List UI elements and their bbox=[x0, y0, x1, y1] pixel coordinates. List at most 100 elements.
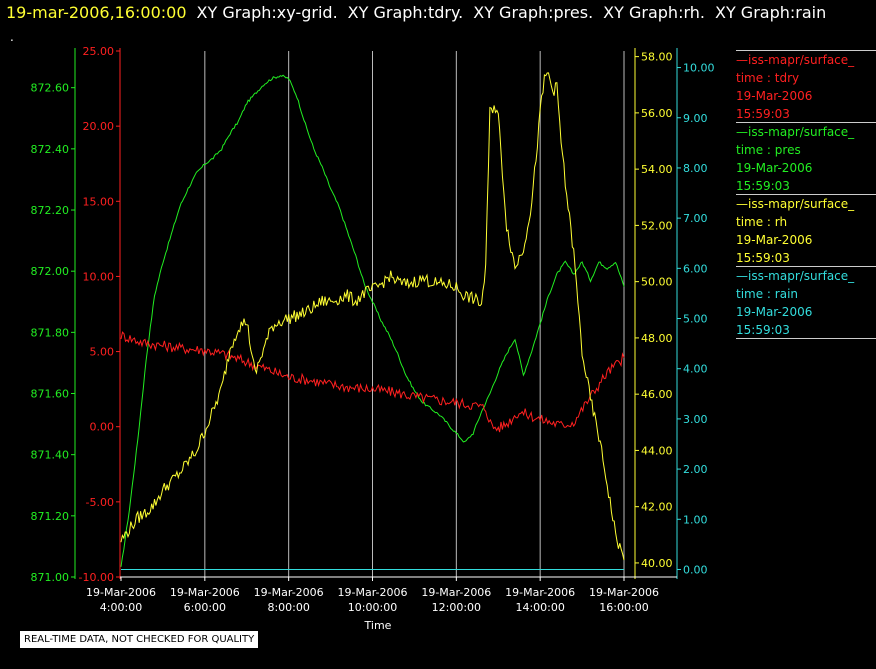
rain-tick-label: 1.00 bbox=[683, 513, 708, 526]
legend-var: time : pres bbox=[736, 143, 801, 157]
rh-tick-label: 56.00 bbox=[641, 107, 673, 120]
x-tick-label-time: 6:00:00 bbox=[184, 601, 226, 614]
rh-tick-label: 50.00 bbox=[641, 276, 673, 289]
legend-date: 19-Mar-2006 bbox=[736, 89, 813, 103]
tdry-tick-label: 10.00 bbox=[83, 270, 115, 283]
x-tick-label-date: 19-Mar-2006 bbox=[338, 586, 408, 599]
legend-end-separator bbox=[736, 338, 876, 339]
rain-tick-label: 9.00 bbox=[683, 112, 708, 125]
rain-tick-label: 5.00 bbox=[683, 313, 708, 326]
rain-tick-label: 8.00 bbox=[683, 162, 708, 175]
x-tick-label-time: 14:00:00 bbox=[515, 601, 564, 614]
legend-time: 15:59:03 bbox=[736, 107, 790, 121]
pres-tick-label: 872.00 bbox=[31, 265, 70, 278]
graph-title-xy-grid: XY Graph:xy-grid. bbox=[196, 3, 338, 22]
x-tick-label-date: 19-Mar-2006 bbox=[421, 586, 491, 599]
legend-entry: —iss-mapr/surface_time : rain 19-Mar-2006… bbox=[736, 266, 876, 339]
legend-var: time : rh bbox=[736, 215, 788, 229]
rh-tick-label: 52.00 bbox=[641, 219, 673, 232]
tdry-tick-label: -5.00 bbox=[86, 496, 114, 509]
tdry-tick-label: 25.00 bbox=[83, 45, 115, 58]
legend-name: —iss-mapr/surface_ bbox=[736, 269, 855, 283]
graph-title-rh: XY Graph:rh. bbox=[603, 3, 705, 22]
x-tick-label-time: 4:00:00 bbox=[100, 601, 142, 614]
x-tick-label-time: 8:00:00 bbox=[267, 601, 309, 614]
tdry-tick-label: 15.00 bbox=[83, 195, 115, 208]
pres-tick-label: 871.60 bbox=[31, 388, 70, 401]
pres-tick-label: 872.60 bbox=[31, 82, 70, 95]
pres-tick-label: 871.40 bbox=[31, 449, 70, 462]
x-axis-label: Time bbox=[364, 619, 392, 632]
x-tick-label-date: 19-Mar-2006 bbox=[505, 586, 575, 599]
tdry-tick-label: 0.00 bbox=[90, 421, 115, 434]
legend-separator bbox=[736, 266, 876, 267]
pres-tick-label: 871.00 bbox=[31, 571, 70, 584]
rh-tick-label: 40.00 bbox=[641, 557, 673, 570]
rh-tick-label: 42.00 bbox=[641, 501, 673, 514]
legend-separator bbox=[736, 50, 876, 51]
legend-date: 19-Mar-2006 bbox=[736, 161, 813, 175]
rain-tick-label: 10.00 bbox=[683, 62, 715, 75]
series-lines bbox=[120, 72, 625, 570]
tdry-tick-label: 5.00 bbox=[90, 346, 115, 359]
series-line-rh bbox=[120, 72, 625, 561]
quality-notice: REAL-TIME DATA, NOT CHECKED FOR QUALITY bbox=[20, 631, 259, 648]
series-line-tdry bbox=[120, 331, 625, 433]
tdry-tick-label: -10.00 bbox=[79, 571, 114, 584]
rh-tick-label: 54.00 bbox=[641, 163, 673, 176]
rain-tick-label: 4.00 bbox=[683, 363, 708, 376]
x-tick-label-date: 19-Mar-2006 bbox=[589, 586, 659, 599]
grid-lines bbox=[204, 51, 625, 577]
legend-date: 19-Mar-2006 bbox=[736, 305, 813, 319]
rh-tick-label: 44.00 bbox=[641, 444, 673, 457]
rh-tick-label: 48.00 bbox=[641, 332, 673, 345]
timestamp-label: 19-mar-2006,16:00:00 bbox=[6, 3, 187, 22]
series-line-pres bbox=[120, 74, 625, 567]
rh-tick-label: 46.00 bbox=[641, 388, 673, 401]
rain-axis: 0.00 1.00 2.00 3.00 4.00 5.00 6.00 7.00 8.00 9.00… bbox=[676, 48, 715, 579]
legend-name: —iss-mapr/surface_ bbox=[736, 53, 855, 67]
rain-tick-label: 3.00 bbox=[683, 413, 708, 426]
pres-axis: 871.00 871.20 871.40 871.60 871.80 872.00 872.… bbox=[31, 48, 76, 584]
graph-title-rain: XY Graph:rain bbox=[714, 3, 827, 22]
legend-time: 15:59:03 bbox=[736, 251, 790, 265]
rh-tick-label: 58.00 bbox=[641, 51, 673, 64]
legend-name: —iss-mapr/surface_ bbox=[736, 125, 855, 139]
legend-separator bbox=[736, 194, 876, 195]
x-axis: 19-Mar-2006 4:00:00 19-Mar-2006 6:00:00 19-M… bbox=[86, 577, 659, 614]
legend-var: time : rain bbox=[736, 287, 799, 301]
graph-title-pres: XY Graph:pres. bbox=[473, 3, 594, 22]
legend-date: 19-Mar-2006 bbox=[736, 233, 813, 247]
legend-name: —iss-mapr/surface_ bbox=[736, 197, 855, 211]
legend-var: time : tdry bbox=[736, 71, 800, 85]
pres-tick-label: 871.80 bbox=[31, 326, 70, 339]
tdry-tick-label: 20.00 bbox=[83, 120, 115, 133]
rain-tick-label: 7.00 bbox=[683, 212, 708, 225]
legend-entry: —iss-mapr/surface_time : tdry 19-Mar-2006… bbox=[736, 50, 876, 123]
pres-tick-label: 871.20 bbox=[31, 510, 70, 523]
legend-time: 15:59:03 bbox=[736, 323, 790, 337]
x-tick-label-date: 19-Mar-2006 bbox=[170, 586, 240, 599]
rain-tick-label: 6.00 bbox=[683, 262, 708, 275]
x-tick-label-time: 12:00:00 bbox=[432, 601, 481, 614]
rain-tick-label: 2.00 bbox=[683, 463, 708, 476]
legend-entry: —iss-mapr/surface_time : pres 19-Mar-2006… bbox=[736, 122, 876, 195]
x-tick-label-time: 16:00:00 bbox=[599, 601, 648, 614]
legend-separator bbox=[736, 338, 876, 339]
pres-tick-label: 872.20 bbox=[31, 204, 70, 217]
status-dot: . bbox=[10, 30, 14, 44]
chart-header: 19-mar-2006,16:00:00 XY Graph:xy-grid. XY … bbox=[0, 0, 876, 28]
tdry-axis: -10.00 -5.00 0.00 5.00 10.00 15.00 20.00 25.00 bbox=[79, 45, 121, 584]
x-tick-label-date: 19-Mar-2006 bbox=[86, 586, 156, 599]
pres-tick-label: 872.40 bbox=[31, 143, 70, 156]
legend-entry: —iss-mapr/surface_time : rh 19-Mar-2006 15… bbox=[736, 194, 876, 267]
rain-tick-label: 0.00 bbox=[683, 563, 708, 576]
rh-axis: 40.00 42.00 44.00 46.00 48.00 50.00 52.00 54.00… bbox=[634, 48, 673, 579]
x-tick-label-time: 10:00:00 bbox=[348, 601, 397, 614]
graph-title-tdry: XY Graph:tdry. bbox=[347, 3, 464, 22]
x-tick-label-date: 19-Mar-2006 bbox=[254, 586, 324, 599]
legend-time: 15:59:03 bbox=[736, 179, 790, 193]
axes-group: 871.00 871.20 871.40 871.60 871.80 872.00 872.… bbox=[31, 45, 715, 584]
legend-separator bbox=[736, 122, 876, 123]
